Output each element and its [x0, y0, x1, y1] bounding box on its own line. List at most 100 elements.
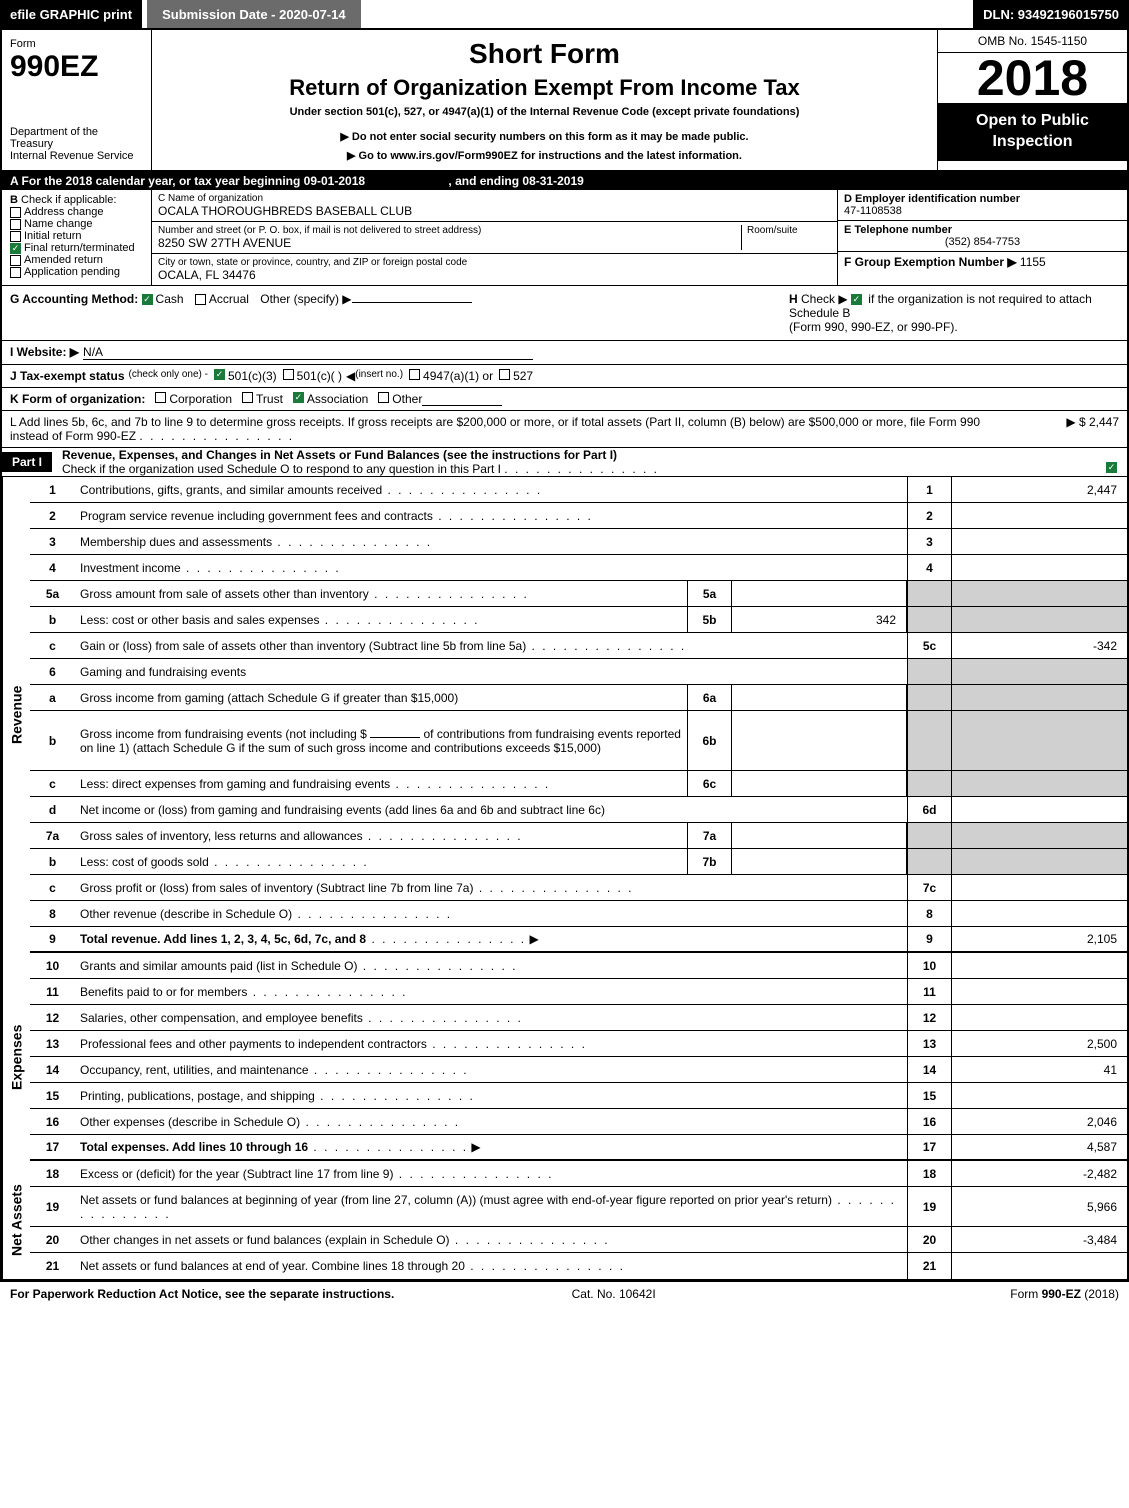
- line11-val: [952, 979, 1127, 1004]
- form-label: Form: [10, 38, 143, 50]
- g-other: Other (specify) ▶: [260, 292, 351, 306]
- footer-left: For Paperwork Reduction Act Notice, see …: [10, 1287, 394, 1301]
- cb-schedule-o[interactable]: [1106, 462, 1117, 473]
- line6b-desc: Gross income from fundraising events (no…: [80, 727, 367, 741]
- line20-val: -3,484: [952, 1227, 1127, 1252]
- line6b-blank[interactable]: [370, 737, 420, 738]
- line21-desc: Net assets or fund balances at end of ye…: [80, 1259, 465, 1273]
- line3-desc: Membership dues and assessments: [80, 535, 272, 549]
- goto-note: ▶ Go to www.irs.gov/Form990EZ for instru…: [167, 149, 922, 162]
- line6a-val: [732, 685, 907, 710]
- cb-501c[interactable]: [283, 369, 294, 380]
- line17-desc: Total expenses. Add lines 10 through 16: [80, 1140, 308, 1154]
- line5c-val: -342: [952, 633, 1127, 658]
- opt-initial: Initial return: [24, 230, 81, 242]
- org-city: OCALA, FL 34476: [158, 268, 831, 282]
- c-name-label: C Name of organization: [158, 193, 831, 204]
- open-public: Open to Public Inspection: [938, 103, 1127, 161]
- g-accrual: Accrual: [209, 292, 249, 306]
- line5b-val: 342: [732, 607, 907, 632]
- netassets-label: Net Assets: [2, 1161, 30, 1279]
- part1-label: Part I: [2, 452, 52, 472]
- k-trust: Trust: [256, 392, 283, 406]
- k-other: Other: [392, 392, 422, 406]
- cb-accrual[interactable]: [195, 294, 206, 305]
- cb-cash[interactable]: [142, 294, 153, 305]
- c-addr-label: Number and street (or P. O. box, if mail…: [158, 225, 741, 236]
- group-exemption: 1155: [1020, 255, 1046, 269]
- line6d-desc: Net income or (loss) from gaming and fun…: [75, 801, 907, 819]
- topbar: efile GRAPHIC print Submission Date - 20…: [0, 0, 1129, 30]
- cb-h[interactable]: [851, 294, 862, 305]
- cb-pending[interactable]: [10, 267, 21, 278]
- g-label: G Accounting Method:: [10, 292, 138, 306]
- line6a-desc: Gross income from gaming (attach Schedul…: [75, 689, 687, 707]
- netassets-section: Net Assets 18Excess or (deficit) for the…: [0, 1161, 1129, 1281]
- b-label: B: [10, 194, 18, 206]
- period-begin: A For the 2018 calendar year, or tax yea…: [10, 174, 365, 188]
- short-form-title: Short Form: [167, 38, 922, 70]
- k-other-input[interactable]: [422, 392, 502, 406]
- line15-val: [952, 1083, 1127, 1108]
- opt-amended: Amended return: [24, 254, 103, 266]
- line2-val: [952, 503, 1127, 528]
- line7a-desc: Gross sales of inventory, less returns a…: [80, 829, 363, 843]
- line5a-desc: Gross amount from sale of assets other t…: [80, 587, 369, 601]
- k-corp: Corporation: [169, 392, 232, 406]
- cb-assoc[interactable]: [293, 392, 304, 403]
- cb-trust[interactable]: [242, 392, 253, 403]
- cb-other-org[interactable]: [378, 392, 389, 403]
- footer-right: Form 990-EZ (2018): [1010, 1287, 1119, 1301]
- line19-val: 5,966: [952, 1187, 1127, 1226]
- line12-desc: Salaries, other compensation, and employ…: [80, 1011, 363, 1025]
- period-bar: A For the 2018 calendar year, or tax yea…: [0, 172, 1129, 190]
- line16-val: 2,046: [952, 1109, 1127, 1134]
- footer-mid: Cat. No. 10642I: [572, 1287, 656, 1301]
- g-cash: Cash: [156, 292, 184, 306]
- opt-final: Final return/terminated: [24, 242, 135, 254]
- website: N/A: [83, 345, 533, 360]
- cb-corp[interactable]: [155, 392, 166, 403]
- line18-val: -2,482: [952, 1161, 1127, 1186]
- e-label: E Telephone number: [844, 224, 1121, 236]
- opt-name: Name change: [24, 218, 93, 230]
- cb-527[interactable]: [499, 369, 510, 380]
- cb-501c3[interactable]: [214, 369, 225, 380]
- subtitle: Under section 501(c), 527, or 4947(a)(1)…: [167, 106, 922, 118]
- line16-desc: Other expenses (describe in Schedule O): [80, 1115, 300, 1129]
- section-c: C Name of organization OCALA THOROUGHBRE…: [152, 190, 837, 285]
- section-b: B Check if applicable: Address change Na…: [2, 190, 152, 285]
- line4-desc: Investment income: [80, 561, 181, 575]
- line12-val: [952, 1005, 1127, 1030]
- opt-pending: Application pending: [24, 266, 120, 278]
- ssn-note: ▶ Do not enter social security numbers o…: [167, 130, 922, 143]
- h-label: H: [789, 292, 798, 306]
- line18-desc: Excess or (deficit) for the year (Subtra…: [80, 1167, 393, 1181]
- line10-desc: Grants and similar amounts paid (list in…: [80, 959, 357, 973]
- line7c-desc: Gross profit or (loss) from sales of inv…: [80, 881, 473, 895]
- line11-desc: Benefits paid to or for members: [80, 985, 247, 999]
- line13-desc: Professional fees and other payments to …: [80, 1037, 427, 1051]
- cb-address-change[interactable]: [10, 207, 21, 218]
- revenue-section: Revenue 1Contributions, gifts, grants, a…: [0, 477, 1129, 953]
- j-insert: (insert no.): [355, 369, 403, 383]
- cb-final-return[interactable]: [10, 243, 21, 254]
- line6c-val: [732, 771, 907, 796]
- line6d-val: [952, 797, 1127, 822]
- expenses-section: Expenses 10Grants and similar amounts pa…: [0, 953, 1129, 1161]
- j-501c: 501(c)( ): [297, 369, 342, 383]
- cb-initial-return[interactable]: [10, 231, 21, 242]
- line20-desc: Other changes in net assets or fund bala…: [80, 1233, 450, 1247]
- line7a-val: [732, 823, 907, 848]
- cb-4947[interactable]: [409, 369, 420, 380]
- dept-treasury: Department of the Treasury: [10, 126, 143, 150]
- line14-desc: Occupancy, rent, utilities, and maintena…: [80, 1063, 309, 1077]
- submission-date: Submission Date - 2020-07-14: [147, 0, 361, 28]
- tax-year: 2018: [938, 53, 1127, 103]
- line21-val: [952, 1253, 1127, 1279]
- cb-name-change[interactable]: [10, 219, 21, 230]
- part1-check-text: Check if the organization used Schedule …: [62, 462, 501, 476]
- g-other-input[interactable]: [352, 302, 472, 303]
- cb-amended[interactable]: [10, 255, 21, 266]
- line5c-desc: Gain or (loss) from sale of assets other…: [80, 639, 526, 653]
